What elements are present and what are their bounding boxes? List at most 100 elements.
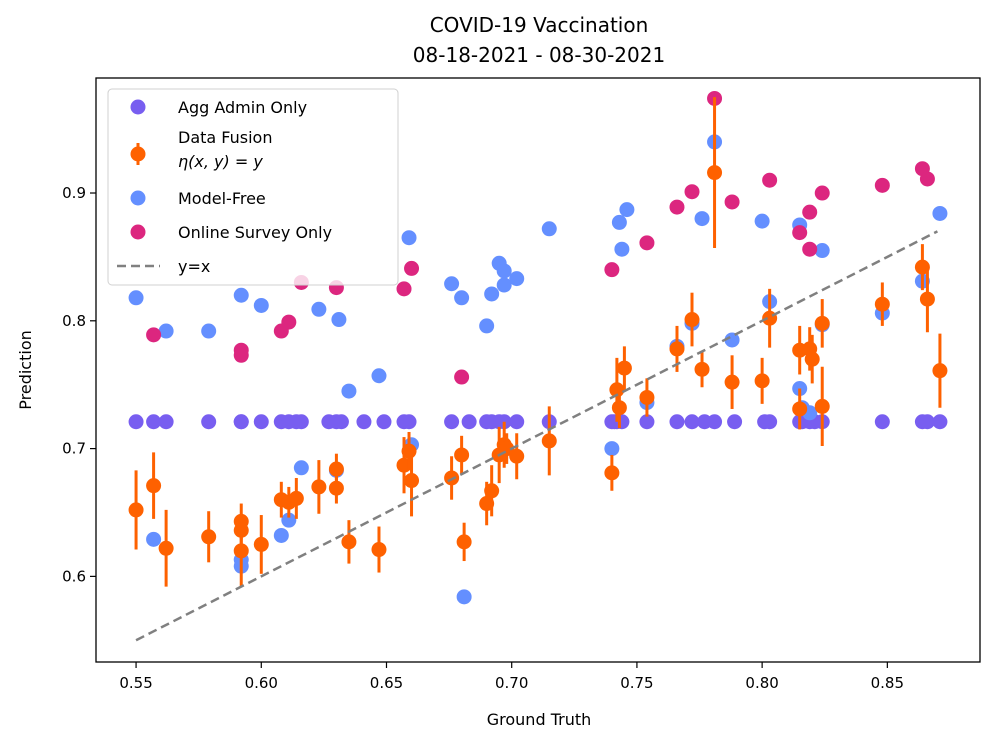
data-point <box>479 318 495 334</box>
data-point <box>454 447 470 463</box>
data-point <box>201 323 217 339</box>
data-point <box>233 414 249 430</box>
data-point <box>158 323 174 339</box>
legend-label: Data Fusion <box>178 128 272 147</box>
data-point <box>128 502 144 518</box>
legend-label: Online Survey Only <box>178 223 332 242</box>
legend-label-formula: η(x, y) = y <box>178 152 263 171</box>
data-point <box>604 262 620 278</box>
data-point <box>694 361 710 377</box>
data-point <box>404 473 420 489</box>
data-point <box>496 277 512 293</box>
x-tick-label: 0.75 <box>620 674 653 692</box>
chart-title: COVID-19 Vaccination <box>430 13 649 37</box>
x-tick-label: 0.60 <box>245 674 278 692</box>
y-tick-label: 0.6 <box>62 567 86 585</box>
data-point <box>541 433 557 449</box>
data-point <box>253 536 269 552</box>
y-tick-label: 0.8 <box>62 312 86 330</box>
data-point <box>754 213 770 229</box>
data-point <box>454 290 470 306</box>
data-point <box>932 363 948 379</box>
legend-marker <box>130 224 146 240</box>
data-point <box>541 221 557 237</box>
data-point <box>341 383 357 399</box>
data-point <box>328 480 344 496</box>
data-point <box>341 534 357 550</box>
legend-box <box>107 88 399 286</box>
data-point <box>669 414 685 430</box>
data-point <box>293 460 309 476</box>
data-point <box>762 172 778 188</box>
data-point <box>273 527 289 543</box>
data-point <box>684 312 700 328</box>
data-point <box>684 414 700 430</box>
data-point <box>724 374 740 390</box>
data-point <box>814 315 830 331</box>
axes-frame <box>95 77 981 663</box>
data-point <box>444 414 460 430</box>
data-point <box>611 400 627 416</box>
plot-area <box>128 90 948 642</box>
legend-marker <box>130 146 146 162</box>
legend-item-agg-admin-only: Agg Admin Only <box>130 98 307 117</box>
data-point <box>454 369 470 385</box>
data-point <box>281 314 297 330</box>
y-axis-label: Prediction <box>16 330 35 409</box>
x-tick-label: 0.70 <box>495 674 528 692</box>
data-point <box>814 185 830 201</box>
data-point <box>727 414 743 430</box>
legend-item-y-x: y=x <box>117 257 210 276</box>
data-point <box>792 401 808 417</box>
data-point <box>328 461 344 477</box>
legend-label: Model-Free <box>178 189 266 208</box>
data-point <box>233 347 249 363</box>
data-point <box>919 291 935 307</box>
data-point <box>396 281 412 297</box>
data-point <box>233 543 249 559</box>
data-point <box>444 276 460 292</box>
data-point <box>762 414 778 430</box>
data-point <box>874 414 890 430</box>
data-point <box>158 414 174 430</box>
data-point <box>814 398 830 414</box>
legend-label: y=x <box>178 257 210 276</box>
data-point <box>614 241 630 257</box>
data-point <box>401 230 417 246</box>
data-point <box>146 531 162 547</box>
data-point <box>311 301 327 317</box>
data-point <box>684 184 700 200</box>
legend-item-data-fusion: Data Fusion η(x, y) = y <box>130 128 272 171</box>
data-point <box>694 211 710 227</box>
data-point <box>158 540 174 556</box>
data-point <box>874 296 890 312</box>
data-point <box>604 441 620 457</box>
data-point <box>456 534 472 550</box>
data-point <box>461 414 477 430</box>
x-axis-label: Ground Truth <box>487 710 592 729</box>
data-point <box>356 414 372 430</box>
data-point <box>404 260 420 276</box>
axes: 0.55 0.60 0.65 0.70 0.75 0.80 0.85 0.6 0.7 0.8 0.9 <box>62 77 981 692</box>
data-point <box>201 414 217 430</box>
data-point <box>669 199 685 215</box>
data-point <box>293 414 309 430</box>
data-point <box>611 214 627 230</box>
data-point <box>288 490 304 506</box>
data-point <box>919 171 935 187</box>
data-point <box>496 263 512 279</box>
data-point <box>201 529 217 545</box>
reference-line-y-equals-x <box>135 230 938 642</box>
data-point <box>804 351 820 367</box>
data-point <box>669 341 685 357</box>
data-point <box>802 241 818 257</box>
data-point <box>619 202 635 218</box>
data-point <box>509 414 525 430</box>
legend-item-online-survey-only: Online Survey Only <box>130 223 332 242</box>
data-point <box>281 512 297 528</box>
legend-label: Agg Admin Only <box>178 98 307 117</box>
legend-marker <box>130 190 146 206</box>
legend: Agg Admin Only Data Fusion η(x, y) = y Mode… <box>107 88 399 286</box>
data-point <box>333 414 349 430</box>
